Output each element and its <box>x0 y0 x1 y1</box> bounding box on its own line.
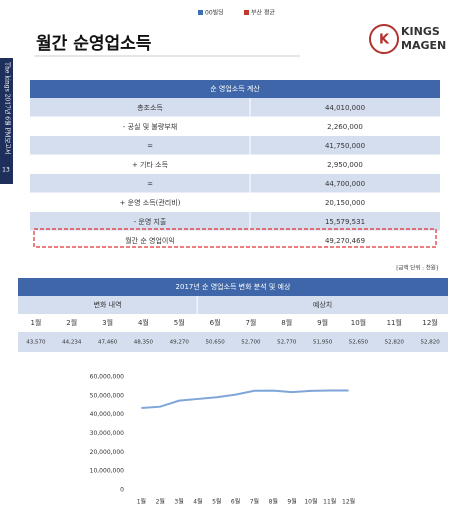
row-value: 2,950,000 <box>327 161 363 169</box>
logo-letter: K <box>379 33 390 48</box>
table-row <box>30 98 440 117</box>
x-tick-label: 4월 <box>193 498 202 506</box>
row-value: 49,270,469 <box>325 237 365 245</box>
table-row <box>30 136 440 155</box>
month-label: 5월 <box>174 318 185 327</box>
y-tick-label: 0 <box>120 487 124 494</box>
month-value: 52,820 <box>385 340 405 346</box>
x-tick-label: 3월 <box>174 498 183 506</box>
month-label: 12월 <box>422 318 437 327</box>
logo-text: KINGS <box>401 25 440 38</box>
table-row <box>30 212 440 231</box>
month-value: 52,700 <box>241 340 261 346</box>
table-row <box>30 231 440 250</box>
table-header <box>18 278 448 296</box>
value-row <box>18 332 448 352</box>
month-value: 51,950 <box>313 340 333 346</box>
month-label: 11월 <box>387 318 402 327</box>
row-label: 총조소득 <box>137 103 163 112</box>
table-title: 2017년 순 영업소득 변화 분석 및 예상 <box>176 282 291 291</box>
month-label: 1월 <box>30 318 41 327</box>
x-tick-label: 11월 <box>323 498 336 506</box>
row-label: - 운영 지출 <box>134 217 167 226</box>
y-tick-label: 50,000,000 <box>90 392 125 399</box>
x-tick-label: 12월 <box>342 498 355 506</box>
row-value: 44,010,000 <box>325 104 365 112</box>
highlight-box <box>33 228 437 248</box>
unit-note: [금액 단위 : 천원] <box>396 264 438 272</box>
legend-swatch <box>244 10 249 15</box>
row-value: 15,579,531 <box>325 218 365 226</box>
month-value: 43,570 <box>26 340 46 346</box>
row-label: = <box>147 180 153 188</box>
x-tick-label: 7월 <box>250 498 259 506</box>
table-row <box>30 193 440 212</box>
legend-label: 부산 평균 <box>251 9 275 17</box>
group-row <box>18 296 448 314</box>
x-tick-label: 8월 <box>269 498 278 506</box>
row-label: 월간 순 영업이익 <box>125 236 175 245</box>
month-label: 2월 <box>66 318 77 327</box>
row-value: 44,700,000 <box>325 180 365 188</box>
legend-swatch <box>198 10 203 15</box>
row-value: 41,750,000 <box>325 142 365 150</box>
line-series <box>141 389 349 409</box>
x-tick-label: 5월 <box>212 498 221 506</box>
title: 월간 순영업소득 <box>36 34 152 54</box>
logo-mark <box>369 24 399 54</box>
row-value: 2,260,000 <box>327 123 363 131</box>
group-label: 예상치 <box>313 300 332 309</box>
sidebar-text: The kings 2017년 6월 PM보고서 <box>4 62 12 154</box>
row-label: + 기타 소득 <box>132 160 169 169</box>
row-label: = <box>147 142 153 150</box>
x-tick-label: 10월 <box>304 498 317 506</box>
table-title: 순 영업소득 계산 <box>210 84 260 93</box>
month-value: 47,460 <box>98 340 118 346</box>
month-label: 4월 <box>138 318 149 327</box>
table-header <box>30 80 440 98</box>
y-tick-label: 10,000,000 <box>90 468 125 475</box>
y-tick-label: 40,000,000 <box>90 411 125 418</box>
page-number: 13 <box>2 167 10 174</box>
y-tick-label: 20,000,000 <box>90 449 125 456</box>
month-label: 7월 <box>245 318 256 327</box>
y-tick-label: 30,000,000 <box>90 430 125 437</box>
row-value: 20,150,000 <box>325 199 365 207</box>
month-label: 6월 <box>210 318 221 327</box>
month-value: 52,820 <box>420 340 440 346</box>
month-label: 10월 <box>351 318 366 327</box>
legend-label: 00빌딩 <box>205 9 224 17</box>
table-row <box>30 155 440 174</box>
month-value: 49,270 <box>170 340 190 346</box>
table-row <box>30 174 440 193</box>
y-tick-label: 60,000,000 <box>90 374 125 381</box>
table-row <box>30 117 440 136</box>
x-tick-label: 9월 <box>287 498 296 506</box>
row-label: - 공실 및 불량부채 <box>123 122 177 131</box>
row-label: + 운영 소득(관리비) <box>120 198 181 207</box>
month-label: 3월 <box>102 318 113 327</box>
x-tick-label: 6월 <box>231 498 240 506</box>
sidebar <box>0 58 13 184</box>
month-value: 52,770 <box>277 340 297 346</box>
month-label: 9월 <box>317 318 328 327</box>
x-tick-label: 1월 <box>137 498 146 506</box>
month-value: 50,650 <box>205 340 225 346</box>
month-value: 48,350 <box>134 340 154 346</box>
x-tick-label: 2월 <box>156 498 165 506</box>
month-label: 8월 <box>281 318 292 327</box>
month-value: 44,234 <box>62 340 82 346</box>
month-value: 52,650 <box>349 340 369 346</box>
group-label: 변화 내역 <box>94 300 122 309</box>
logo-text: MAGEN <box>401 39 446 52</box>
